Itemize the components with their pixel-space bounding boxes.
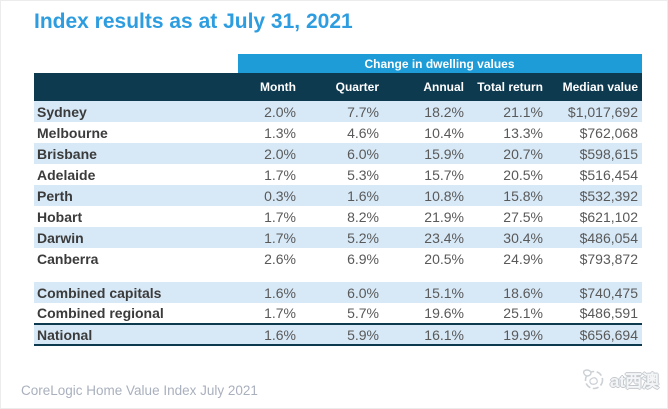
dwelling-values-table: Change in dwelling values Month Quarter …	[34, 54, 642, 346]
column-header-total-return: Total return	[477, 80, 543, 94]
value-cell-annual: 20.5%	[424, 250, 464, 267]
value-cell-median-value: $486,591	[579, 305, 638, 321]
region-name: Melbourne	[37, 124, 108, 141]
table-row: Adelaide 1.7% 5.3% 15.7% 20.5% $516,454	[34, 164, 642, 185]
value-cell-total-return: 15.8%	[503, 187, 543, 204]
value-cell-annual: 15.9%	[424, 145, 464, 162]
value-cell-annual: 23.4%	[424, 229, 464, 246]
value-cell-month: 1.3%	[264, 124, 296, 141]
value-cell-annual: 10.8%	[424, 187, 464, 204]
value-cell-month: 1.7%	[264, 229, 296, 246]
value-cell-median-value: $793,872	[579, 250, 638, 267]
value-cell-median-value: $621,102	[579, 208, 638, 225]
page-title: Index results as at July 31, 2021	[34, 10, 353, 33]
value-cell-total-return: 21.1%	[503, 103, 543, 120]
value-cell-median-value: $656,694	[579, 326, 638, 343]
table-row: Combined capitals 1.6% 6.0% 15.1% 18.6% $740,…	[34, 282, 642, 303]
value-cell-quarter: 5.2%	[347, 229, 379, 246]
value-cell-quarter: 5.9%	[347, 326, 379, 343]
region-name: National	[37, 326, 93, 343]
table-row: Perth 0.3% 1.6% 10.8% 15.8% $532,392	[34, 185, 642, 206]
value-cell-quarter: 6.0%	[347, 284, 379, 301]
value-cell-annual: 10.4%	[424, 124, 464, 141]
value-cell-quarter: 6.0%	[347, 145, 379, 162]
value-cell-month: 2.0%	[264, 103, 296, 120]
region-name: Brisbane	[37, 145, 97, 162]
column-header-month: Month	[260, 80, 296, 94]
watermark: at西澳	[580, 365, 659, 393]
value-cell-median-value: $516,454	[579, 166, 638, 183]
column-header-region	[34, 73, 238, 101]
value-cell-month: 1.6%	[264, 326, 296, 343]
value-cell-total-return: 20.7%	[503, 145, 543, 162]
value-cell-median-value: $532,392	[579, 187, 638, 204]
value-cell-month: 0.3%	[264, 187, 296, 204]
region-name: Sydney	[37, 103, 87, 120]
region-name: Combined regional	[37, 305, 164, 321]
column-header-median-value: Median value	[562, 80, 638, 94]
value-cell-annual: 15.1%	[424, 284, 464, 301]
value-cell-median-value: $762,068	[579, 124, 638, 141]
value-cell-quarter: 5.7%	[347, 305, 379, 321]
value-cell-annual: 16.1%	[424, 326, 464, 343]
region-name: Hobart	[37, 208, 83, 225]
region-name: Perth	[37, 187, 73, 204]
value-cell-month: 1.6%	[264, 284, 296, 301]
band-empty-cell	[34, 54, 238, 73]
column-header-annual: Annual	[423, 80, 464, 94]
value-cell-annual: 19.6%	[424, 305, 464, 321]
value-cell-median-value: $740,475	[579, 284, 638, 301]
value-cell-month: 1.7%	[264, 208, 296, 225]
value-cell-total-return: 25.1%	[503, 305, 543, 321]
value-cell-month: 1.7%	[264, 166, 296, 183]
value-cell-total-return: 20.5%	[503, 166, 543, 183]
table-row: Brisbane 2.0% 6.0% 15.9% 20.7% $598,615	[34, 143, 642, 164]
value-cell-quarter: 8.2%	[347, 208, 379, 225]
value-cell-quarter: 5.3%	[347, 166, 379, 183]
table-row: Hobart 1.7% 8.2% 21.9% 27.5% $621,102	[34, 206, 642, 227]
value-cell-quarter: 6.9%	[347, 250, 379, 267]
value-cell-total-return: 24.9%	[503, 250, 543, 267]
value-cell-total-return: 13.3%	[503, 124, 543, 141]
value-cell-month: 2.0%	[264, 145, 296, 162]
watermark-label: at西澳	[609, 371, 659, 391]
table-row: Melbourne 1.3% 4.6% 10.4% 13.3% $762,068	[34, 122, 642, 143]
value-cell-annual: 21.9%	[424, 208, 464, 225]
value-cell-annual: 18.2%	[424, 103, 464, 120]
value-cell-total-return: 27.5%	[503, 208, 543, 225]
value-cell-quarter: 7.7%	[347, 103, 379, 120]
value-cell-total-return: 18.6%	[503, 284, 543, 301]
table-row: Darwin 1.7% 5.2% 23.4% 30.4% $486,054	[34, 227, 642, 248]
table-row: Combined regional 1.7% 5.7% 19.6% 25.1% $486,…	[34, 303, 642, 324]
table-row: Sydney 2.0% 7.7% 18.2% 21.1% $1,017,692	[34, 101, 642, 122]
region-name: Adelaide	[37, 166, 96, 183]
region-name: Combined capitals	[37, 284, 162, 301]
region-name: Darwin	[37, 229, 84, 246]
source-caption: CoreLogic Home Value Index July 2021	[21, 383, 258, 398]
table-row: Canberra 2.6% 6.9% 20.5% 24.9% $793,872	[34, 248, 642, 269]
spacer-row	[34, 269, 642, 282]
value-cell-total-return: 30.4%	[503, 229, 543, 246]
table-row: National 1.6% 5.9% 16.1% 19.9% $656,694	[34, 324, 642, 345]
column-header-row: Month Quarter Annual Total return Median…	[34, 73, 642, 101]
value-cell-month: 2.6%	[264, 250, 296, 267]
kangaroo-badge-icon	[582, 369, 604, 390]
value-cell-quarter: 1.6%	[347, 187, 379, 204]
value-cell-quarter: 4.6%	[347, 124, 379, 141]
column-header-quarter: Quarter	[335, 80, 379, 94]
value-cell-median-value: $486,054	[579, 229, 638, 246]
value-cell-median-value: $598,615	[579, 145, 638, 162]
band-header: Change in dwelling values	[238, 54, 642, 73]
value-cell-total-return: 19.9%	[503, 326, 543, 343]
region-name: Canberra	[37, 250, 99, 267]
band-header-row: Change in dwelling values	[34, 54, 642, 73]
value-cell-month: 1.7%	[264, 305, 296, 321]
table-body: Sydney 2.0% 7.7% 18.2% 21.1% $1,017,692 Melbou…	[34, 101, 642, 345]
value-cell-median-value: $1,017,692	[567, 103, 638, 120]
value-cell-annual: 15.7%	[424, 166, 464, 183]
